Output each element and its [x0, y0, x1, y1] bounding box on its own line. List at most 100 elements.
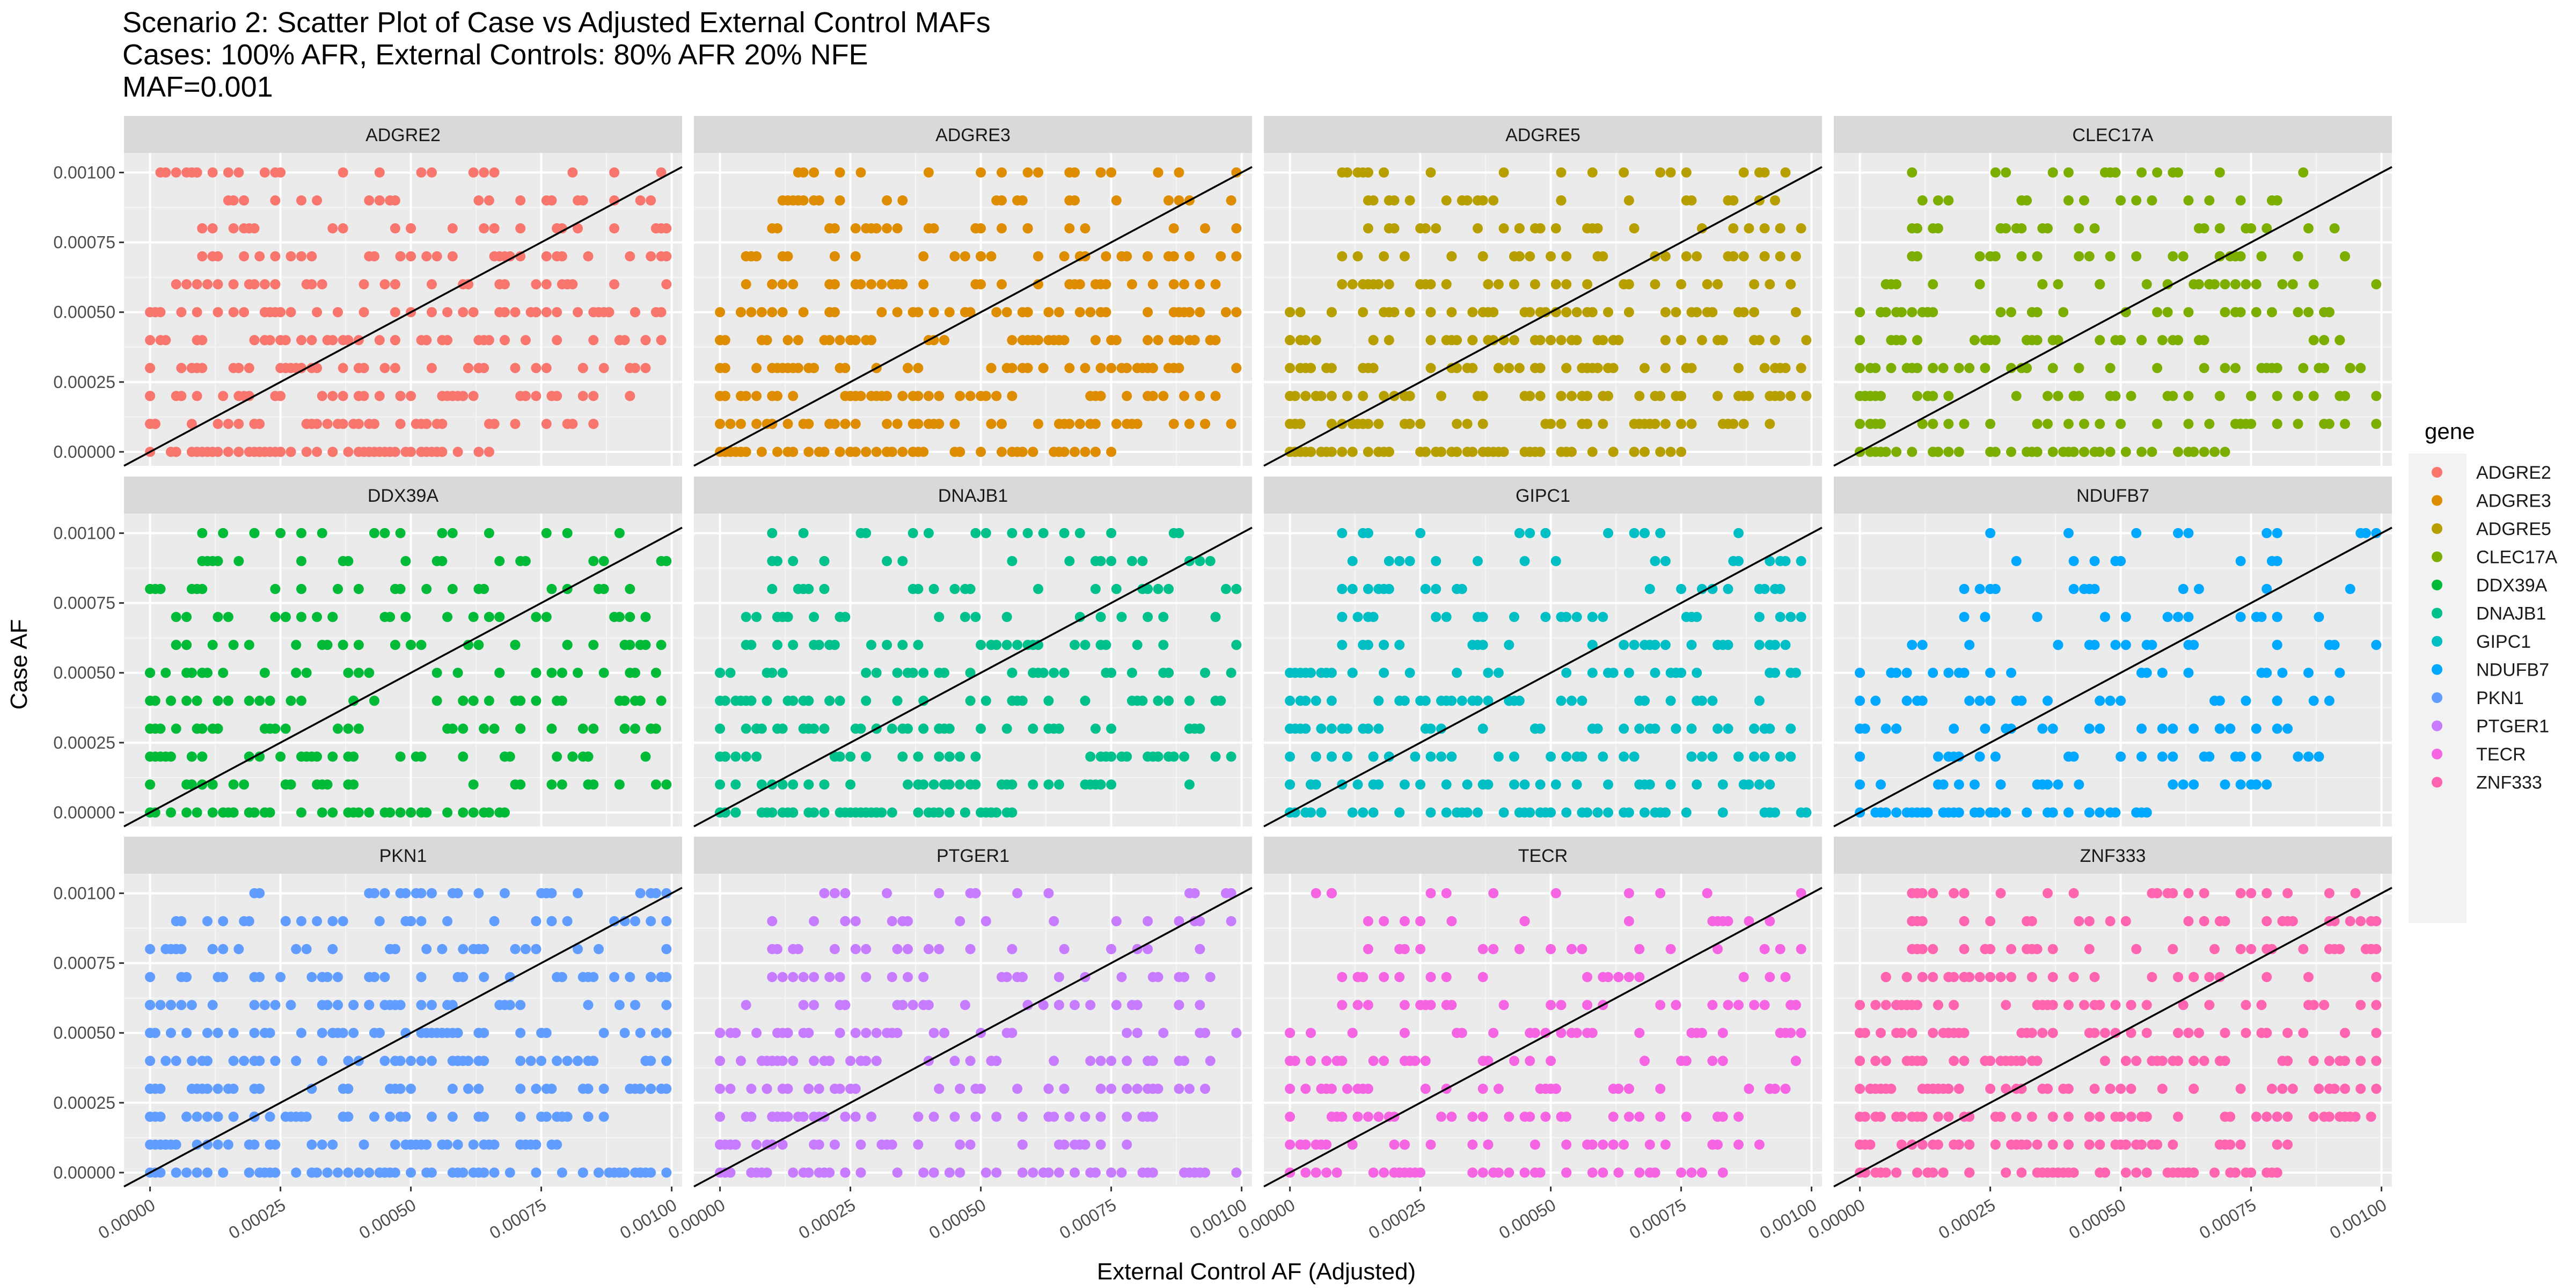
data-point [1425, 307, 1436, 318]
data-point [2199, 751, 2209, 762]
data-point [2006, 307, 2016, 318]
data-point [1168, 279, 1179, 290]
data-point [882, 888, 892, 898]
data-point [635, 195, 646, 206]
data-point [715, 723, 726, 734]
data-point [406, 223, 416, 233]
data-point [1080, 363, 1091, 374]
data-point [1571, 1028, 1582, 1038]
data-point [1493, 751, 1504, 762]
data-point [1095, 779, 1106, 790]
data-point [1195, 723, 1205, 734]
data-point [1477, 944, 1488, 954]
data-point [1870, 1000, 1881, 1011]
data-point [1917, 419, 1928, 429]
data-point [145, 363, 156, 374]
data-point [385, 1111, 396, 1122]
data-point [2319, 1000, 2330, 1011]
data-point [1316, 447, 1327, 457]
data-point [2183, 307, 2194, 318]
data-point [1733, 307, 1744, 318]
data-point [934, 1084, 945, 1094]
data-point [1587, 723, 1598, 734]
data-point [2168, 1139, 2178, 1150]
data-point [427, 1167, 437, 1178]
data-point [421, 944, 432, 954]
data-point [1514, 251, 1525, 262]
data-point [1038, 363, 1049, 374]
data-point [2371, 528, 2382, 538]
data-point [1660, 307, 1671, 318]
data-point [1163, 668, 1174, 678]
data-point [202, 1111, 213, 1122]
data-point [1796, 888, 1806, 898]
data-point [249, 972, 260, 983]
facet-strip [694, 116, 1252, 153]
data-point [1985, 528, 1996, 538]
data-point [1870, 1084, 1881, 1094]
data-point [609, 916, 620, 926]
data-point [1749, 1000, 1760, 1011]
data-point [390, 640, 400, 650]
data-point [1855, 391, 1865, 401]
data-point [1713, 723, 1723, 734]
data-point [777, 668, 788, 678]
data-point [1473, 556, 1483, 566]
data-point [567, 419, 578, 429]
data-point [871, 447, 882, 457]
data-point [2282, 1139, 2293, 1150]
data-point [583, 779, 594, 790]
data-point [1671, 723, 1681, 734]
data-point [1974, 807, 1985, 818]
data-point [1285, 1028, 1296, 1038]
data-point [176, 391, 187, 401]
data-point [249, 807, 260, 818]
data-point [2001, 1167, 2011, 1178]
data-point [1488, 944, 1499, 954]
data-point [1855, 363, 1865, 374]
data-point [2189, 447, 2199, 457]
data-point [1184, 307, 1195, 318]
data-point [1912, 363, 1922, 374]
data-point [322, 1167, 333, 1178]
data-point [244, 640, 254, 650]
data-point [2037, 779, 2048, 790]
data-point [1337, 1000, 1348, 1011]
data-point [1749, 723, 1760, 734]
data-point [333, 1167, 343, 1178]
data-point [923, 391, 934, 401]
data-point [588, 335, 599, 346]
data-point [1717, 419, 1728, 429]
data-point [1785, 612, 1796, 623]
data-point [2022, 916, 2032, 926]
data-point [145, 1028, 156, 1038]
data-point [2141, 640, 2152, 650]
data-point [1446, 1000, 1457, 1011]
data-point [1556, 167, 1567, 178]
data-point [369, 696, 379, 706]
data-point [1085, 751, 1096, 762]
data-point [468, 167, 479, 178]
data-point [1231, 223, 1242, 233]
data-point [181, 1111, 192, 1122]
data-point [1033, 668, 1043, 678]
data-point [531, 668, 541, 678]
data-point [730, 807, 741, 818]
data-point [1174, 972, 1184, 983]
data-point [1995, 307, 2006, 318]
data-point [1623, 279, 1634, 290]
data-point [871, 1056, 882, 1066]
data-point [630, 916, 640, 926]
data-point [1147, 363, 1158, 374]
data-point [2152, 363, 2163, 374]
data-point [1907, 223, 1918, 233]
data-point [2136, 167, 2147, 178]
data-point [1220, 307, 1231, 318]
data-point [2303, 307, 2314, 318]
data-point [944, 807, 955, 818]
data-point [976, 167, 986, 178]
data-point [1415, 279, 1426, 290]
data-point [661, 888, 672, 898]
data-point [1043, 696, 1054, 706]
data-point [819, 556, 830, 566]
